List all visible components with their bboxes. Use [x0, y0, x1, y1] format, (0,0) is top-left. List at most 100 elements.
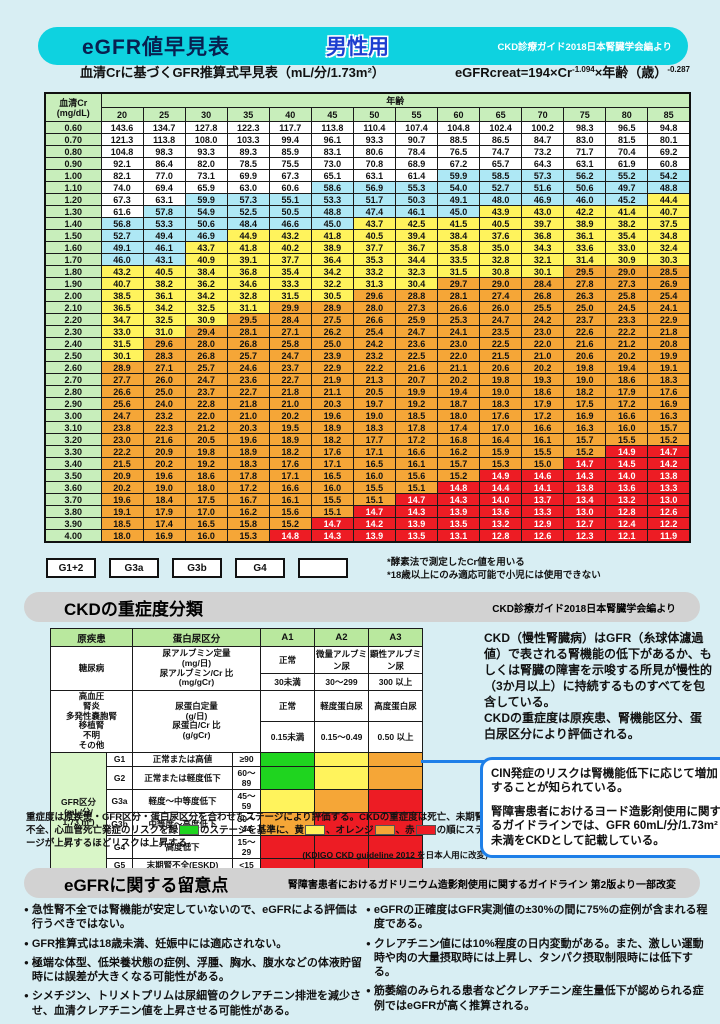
egfr-cell: 24.2: [521, 313, 565, 326]
egfr-cell: 21.8: [226, 397, 270, 410]
egfr-cell: 60.8: [647, 157, 691, 170]
egfr-cell: 25.0: [563, 301, 607, 314]
egfr-cell: 93.3: [352, 133, 396, 146]
severity-note-text: 重症度は原疾患・GFR区分・蛋白尿区分を合わせたステージにより評価する。CKDの…: [26, 812, 485, 849]
egfr-cell: 27.3: [605, 277, 649, 290]
formula-prefix: eGFRcreat=194×Cr: [454, 65, 573, 80]
age-header: 40: [268, 107, 312, 122]
egfr-cell: 65.7: [479, 157, 523, 170]
egfr-cell: 15.2: [268, 517, 312, 530]
cr-value: 1.20: [44, 193, 102, 206]
egfr-cell: 40.7: [100, 277, 144, 290]
egfr-cell: 100.2: [521, 121, 565, 134]
egfr-cell: 16.6: [394, 445, 439, 458]
egfr-cell: 28.5: [647, 265, 691, 278]
egfr-cell: 37.5: [647, 217, 691, 230]
egfr-cell: 34.6: [226, 277, 270, 290]
egfr-cell: 56.8: [100, 217, 144, 230]
egfr-row: 1.00 82.1 77.0 73.1 69.9 67.3 65.1 63.1 61.4 59.9…: [44, 169, 691, 182]
egfr-cell: 27.1: [268, 325, 312, 338]
note-bullet-text: eGFRの正確度はGFR実測値の±30%の間に75%の症例が含まれる程度である。: [373, 904, 708, 931]
egfr-cell: 38.9: [563, 217, 607, 230]
egfr-cell: 28.9: [310, 301, 354, 314]
stage-cell-a2: [314, 811, 369, 836]
egfr-cell: 14.0: [479, 493, 523, 506]
egfr-cell: 40.5: [142, 265, 186, 278]
egfr-cell: 19.4: [436, 385, 481, 398]
egfr-cell: 16.3: [647, 409, 691, 422]
cr-value: 3.60: [44, 481, 102, 494]
egfr-table: 血清Cr (mg/dL) 年齢 20 25 30 35 40 45 50 55 60 65 70 75…: [44, 92, 691, 543]
egfr-cell: 16.9: [563, 409, 607, 422]
egfr-cell: 19.1: [647, 361, 691, 374]
egfr-cell: 43.9: [479, 205, 523, 218]
header-banner: eGFR値早見表 男性用 CKD診療ガイド2018日本腎臓学会編より: [38, 27, 688, 65]
egfr-row: 3.90 18.5 17.4 16.5 15.8 15.2 14.7 14.2 13.9 13.5…: [44, 517, 691, 530]
egfr-row: 3.60 20.2 19.0 18.0 17.2 16.6 16.0 15.5 15.1 14.8…: [44, 481, 691, 494]
egfr-cell: 92.1: [100, 157, 144, 170]
age-header: 50: [352, 107, 396, 122]
cr-value: 1.10: [44, 181, 102, 194]
cr-value: 1.70: [44, 253, 102, 266]
egfr-cell: 32.2: [310, 277, 354, 290]
gfr-row-G3a: G3a 軽度～中等度低下 45～59: [51, 788, 423, 813]
egfr-cell: 16.2: [226, 505, 270, 518]
egfr-cell: 117.7: [268, 121, 312, 134]
egfr-cell: 21.8: [268, 385, 312, 398]
cause-row-diabetes: 糖尿病 尿アルブミン定量 (mg/日) 尿アルブミン/Cr 比 (mg/gCr)…: [50, 646, 423, 691]
egfr-cell: 15.3: [226, 529, 270, 543]
egfr-cell: 93.3: [184, 145, 228, 158]
egfr-cell: 41.4: [605, 205, 649, 218]
egfr-cell: 18.9: [226, 445, 270, 458]
egfr-cell: 19.5: [268, 421, 312, 434]
stage-cell-a2: [314, 765, 369, 790]
egfr-cell: 36.4: [310, 253, 354, 266]
egfr-cell: 15.7: [436, 457, 481, 470]
note-bullet-item: ● 筋萎縮のみられる患者などクレアチニン産生量低下が認められる症例ではeGFRが高…: [366, 984, 708, 1013]
gfr-row-G2: G2 正常または軽度低下 60～89: [51, 765, 423, 790]
egfr-cell: 60.6: [268, 181, 312, 194]
col-header-a3: A3: [368, 628, 423, 647]
egfr-cell: 14.4: [479, 481, 523, 494]
age-header: 75: [563, 107, 607, 122]
egfr-cell: 113.8: [310, 121, 354, 134]
gfr-code: G2: [106, 765, 133, 790]
age-header: 45: [310, 107, 354, 122]
egfr-cell: 46.9: [184, 229, 228, 242]
egfr-row: 1.70 46.0 43.1 40.9 39.1 37.7 36.4 35.3 34.4 33.5…: [44, 253, 691, 266]
egfr-cell: 40.7: [647, 205, 691, 218]
egfr-cell: 53.3: [310, 193, 354, 206]
egfr-cell: 73.2: [521, 145, 565, 158]
egfr-cell: 21.8: [647, 325, 691, 338]
egfr-cell: 16.4: [479, 433, 523, 446]
egfr-cell: 23.0: [100, 433, 144, 446]
bullet-icon: ●: [366, 938, 371, 948]
egfr-cell: 39.4: [394, 229, 439, 242]
egfr-cell: 23.7: [268, 361, 312, 374]
egfr-row: 1.90 40.7 38.2 36.2 34.6 33.3 32.2 31.3 30.4 29.7…: [44, 277, 691, 290]
egfr-cell: 17.6: [268, 457, 312, 470]
egfr-cell: 104.8: [436, 121, 481, 134]
ckd-definition-text: CKD（慢性腎臓病）はGFR（糸球体濾過値）で表される腎機能の低下があるか、もし…: [484, 631, 713, 742]
cause-row-diabetes-ranges: 30未満 30～299 300 以上: [51, 673, 423, 691]
egfr-cell: 15.5: [310, 493, 354, 506]
egfr-cell: 19.4: [605, 361, 649, 374]
gfr-range: ≥90: [232, 751, 261, 767]
egfr-cell: 25.6: [100, 397, 144, 410]
cr-value: 1.00: [44, 169, 102, 182]
egfr-cell: 26.6: [436, 301, 481, 314]
egfr-cell: 29.9: [268, 301, 312, 314]
note-bullet-text: シメチジン、トリメトプリムは尿細管のクレアチニン排泄を減少させ、血清クレアチニン…: [31, 990, 361, 1017]
cr-value: 2.90: [44, 397, 102, 410]
egfr-cell: 27.7: [100, 373, 144, 386]
egfr-cell: 31.4: [563, 253, 607, 266]
egfr-cell: 51.6: [521, 181, 565, 194]
egfr-cell: 17.5: [563, 397, 607, 410]
egfr-cell: 14.3: [310, 529, 354, 543]
egfr-cell: 20.6: [563, 349, 607, 362]
egfr-cell: 20.5: [352, 385, 396, 398]
egfr-cell: 20.2: [605, 349, 649, 362]
egfr-cell: 76.5: [436, 145, 481, 158]
egfr-cell: 19.2: [394, 397, 439, 410]
age-header: 65: [479, 107, 523, 122]
